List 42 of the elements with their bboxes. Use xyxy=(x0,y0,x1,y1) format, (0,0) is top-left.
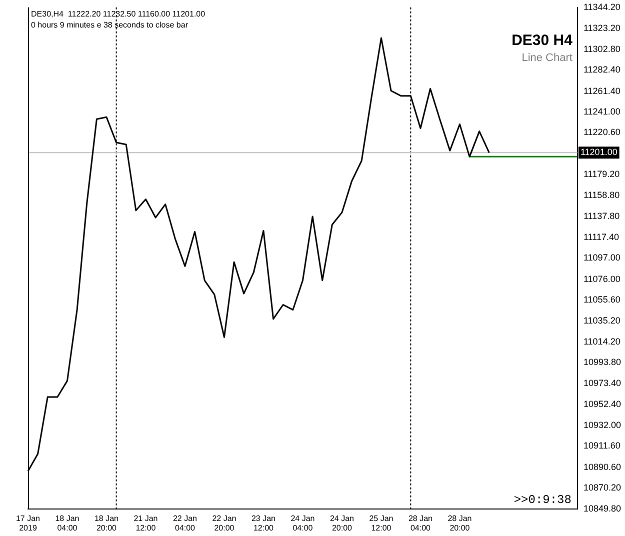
y-tick-label: 10973.40 xyxy=(583,378,622,388)
y-tick-label: 10870.20 xyxy=(583,482,622,493)
x-tick-label: 28 Jan 04:00 xyxy=(408,514,432,532)
x-tick-label: 18 Jan 04:00 xyxy=(55,514,80,532)
y-tick-label: 10932.00 xyxy=(583,420,622,430)
x-tick-label: 28 Jan 20:00 xyxy=(448,514,472,532)
y-tick-label: 11282.40 xyxy=(583,64,620,75)
y-tick-label: 11241.00 xyxy=(583,106,620,117)
text: DE30 H4 xyxy=(512,32,574,50)
y-tick-label: 11220.60 xyxy=(583,127,620,138)
ref-line-label: 11201.00 xyxy=(580,147,618,158)
y-tick-label: 11261.40 xyxy=(583,86,620,96)
annotation: 0 hours 9 minutes e 38 seconds to close bar xyxy=(31,20,188,30)
y-tick-label: 11302.80 xyxy=(583,44,620,54)
x-tick-label: 18 Jan 20:00 xyxy=(94,514,119,532)
y-tick-label: 11117.40 xyxy=(583,232,620,242)
x-tick-label: 22 Jan 04:00 xyxy=(172,514,198,532)
y-tick-label: 10993.80 xyxy=(583,357,622,368)
y-tick-label: 10911.60 xyxy=(583,440,620,451)
y-tick-label: 11158.80 xyxy=(583,190,620,200)
y-tick-label: 10890.60 xyxy=(583,462,622,472)
y-tick-label: 10952.40 xyxy=(583,399,622,410)
y-tick-label: 11323.20 xyxy=(583,23,620,34)
y-tick-label: 11097.00 xyxy=(583,252,620,263)
x-tick-label: 25 Jan 12:00 xyxy=(369,514,394,532)
y-tick-label: 11035.20 xyxy=(583,315,620,326)
y-tick-label: 11055.60 xyxy=(583,294,620,305)
y-tick-label: 11344.20 xyxy=(583,2,620,12)
text: Line Chart xyxy=(522,52,572,64)
y-tick-label: 11014.20 xyxy=(583,336,620,347)
x-tick-label: 23 Jan 12:00 xyxy=(251,514,276,532)
x-tick-label: 22 Jan 20:00 xyxy=(212,514,236,532)
annotation: >>0:9:38 xyxy=(514,492,572,507)
x-tick-label: 21 Jan 12:00 xyxy=(134,514,158,532)
annotation: DE30,H4 11222.20 11232.50 11160.00 11201.00 xyxy=(31,10,206,19)
x-tick-label: 24 Jan 20:00 xyxy=(330,514,354,532)
y-tick-label: 11179.20 xyxy=(583,169,620,180)
y-tick-label: 10849.80 xyxy=(583,503,622,514)
x-tick-label: 17 Jan 2019 xyxy=(16,514,40,532)
y-tick-label: 11137.80 xyxy=(583,211,620,222)
y-tick-label: 11076.00 xyxy=(583,274,620,284)
x-tick-label: 24 Jan 04:00 xyxy=(290,514,315,532)
